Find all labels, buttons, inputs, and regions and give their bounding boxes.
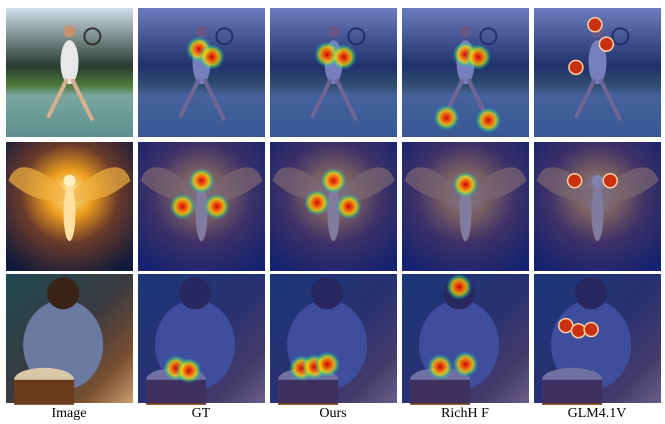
heat-blob [475,107,501,133]
predicted-point [599,37,613,51]
image-cell [138,142,265,271]
attention-overlay [534,142,661,271]
image-cell [402,142,529,271]
image-cell [270,8,397,137]
drum-body [14,380,74,405]
heat-blob [204,194,230,220]
predicted-point [571,324,585,338]
image-cell [270,274,397,405]
heat-blob [304,190,330,216]
image-cell [402,8,529,137]
image-cell [534,8,661,137]
image-cell [6,274,133,405]
person [61,40,79,84]
attention-overlay [270,274,397,403]
heat-blob [314,351,340,377]
heat-blob [169,194,195,220]
image-cell [138,8,265,137]
heat-blob [433,105,459,131]
image-cell [534,274,661,405]
attention-overlay [138,274,265,403]
predicted-point [584,322,598,336]
attention-overlay [138,8,265,137]
attention-overlay [534,274,661,403]
heat-blob [453,351,479,377]
heat-blob [331,44,357,70]
image-cell [138,274,265,405]
heat-blob [189,168,215,194]
image-cell [402,274,529,405]
head [64,175,76,187]
column-label: GLM4.1V [568,406,627,421]
column-label: RichH F [441,406,489,421]
column-label: Image [52,406,87,421]
column-label: Ours [319,406,346,421]
predicted-point [568,174,582,188]
body [64,185,76,241]
heat-blob [176,358,202,384]
attention-overlay [138,142,265,271]
head [47,277,79,309]
predicted-point [603,174,617,188]
heat-blob [446,274,472,300]
attention-overlay [270,8,397,137]
predicted-point [569,60,583,74]
column-label: GT [192,406,211,421]
attention-overlay [270,142,397,271]
image-cell [534,142,661,271]
predicted-point [588,18,602,32]
image-cell [6,8,133,137]
heat-blob [427,354,453,380]
heat-blob [336,194,362,220]
head [64,25,76,37]
heat-blob [321,168,347,194]
image-cell [6,142,133,271]
attention-overlay [402,142,529,271]
figure: Image GT Ours RichH F GLM4.1V [0,0,665,424]
heat-blob [453,172,479,198]
image-cell [270,142,397,271]
predicted-point [559,319,573,333]
heat-blob [199,44,225,70]
attention-overlay [402,8,529,137]
heat-blob [465,44,491,70]
